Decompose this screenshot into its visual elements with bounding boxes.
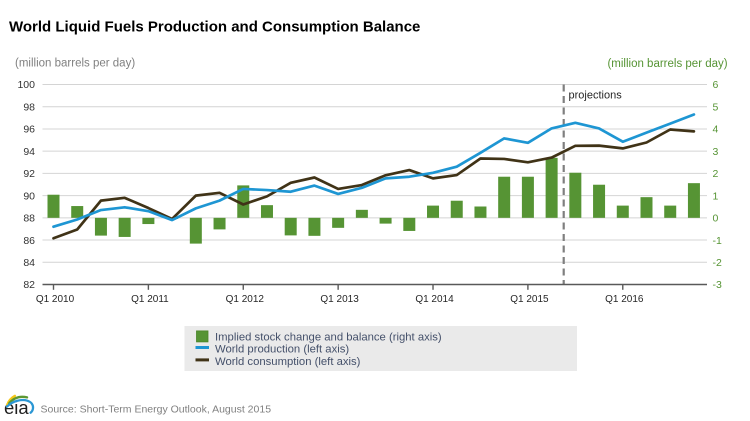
svg-text:1: 1 xyxy=(713,190,719,202)
svg-text:5: 5 xyxy=(713,101,719,113)
svg-text:(million barrels per day): (million barrels per day) xyxy=(15,57,135,69)
svg-text:88: 88 xyxy=(23,213,35,225)
svg-text:82: 82 xyxy=(23,279,35,291)
svg-text:World consumption (left axis): World consumption (left axis) xyxy=(215,356,361,368)
svg-text:4: 4 xyxy=(713,124,719,136)
svg-text:Q1 2016: Q1 2016 xyxy=(605,294,644,305)
svg-text:Q1 2011: Q1 2011 xyxy=(131,294,169,305)
svg-text:84: 84 xyxy=(23,257,35,269)
svg-text:100: 100 xyxy=(17,79,35,91)
svg-text:6: 6 xyxy=(713,79,719,91)
svg-text:86: 86 xyxy=(23,235,35,247)
svg-text:Q1 2010: Q1 2010 xyxy=(36,294,75,305)
svg-text:0: 0 xyxy=(713,213,719,225)
svg-text:Source: Short-Term Energy Outl: Source: Short-Term Energy Outlook, Augus… xyxy=(41,404,272,416)
svg-text:98: 98 xyxy=(23,101,35,113)
svg-text:90: 90 xyxy=(23,190,35,202)
svg-text:-3: -3 xyxy=(713,279,722,291)
svg-text:Q1 2012: Q1 2012 xyxy=(226,294,265,305)
svg-text:-1: -1 xyxy=(713,235,722,247)
svg-text:World Liquid Fuels Production: World Liquid Fuels Production and Consum… xyxy=(9,19,420,36)
svg-text:World production (left axis): World production (left axis) xyxy=(215,344,349,356)
svg-text:94: 94 xyxy=(23,146,35,158)
svg-text:Q1 2014: Q1 2014 xyxy=(415,294,454,305)
svg-text:(million barrels per day): (million barrels per day) xyxy=(607,58,727,70)
svg-text:2: 2 xyxy=(713,168,719,180)
svg-text:projections: projections xyxy=(569,89,623,101)
svg-text:3: 3 xyxy=(713,146,719,158)
svg-text:Q1 2015: Q1 2015 xyxy=(510,294,549,305)
svg-text:Implied stock change and balan: Implied stock change and balance (right … xyxy=(215,331,442,343)
svg-text:Q1 2013: Q1 2013 xyxy=(320,294,359,305)
svg-text:-2: -2 xyxy=(713,257,722,269)
svg-text:96: 96 xyxy=(23,124,35,136)
svg-text:92: 92 xyxy=(23,168,35,180)
